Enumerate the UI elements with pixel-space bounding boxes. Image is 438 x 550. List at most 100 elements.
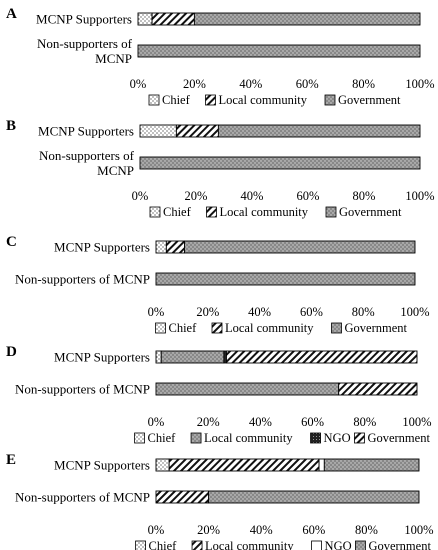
legend-label: Chief xyxy=(148,431,177,445)
legend-label: Government xyxy=(367,431,430,445)
legend-swatch-chief xyxy=(148,94,160,106)
legend-swatch-local-community xyxy=(205,94,216,106)
panel-label: B xyxy=(6,118,16,134)
legend-label: NGO xyxy=(325,539,352,550)
legend-swatch-ngo xyxy=(310,432,321,444)
bar-government-non-supporters xyxy=(338,382,418,396)
legend-label: Local community xyxy=(204,431,293,445)
category-label: Non-supporters of xyxy=(37,36,133,51)
legend: Chief Local community NGO Government xyxy=(134,431,430,445)
category-label: Non-supporters of MCNP xyxy=(15,272,150,287)
legend-label: Government xyxy=(368,539,431,550)
tick-label: 100% xyxy=(405,77,434,91)
tick-label: 20% xyxy=(197,415,220,429)
tick-label: 100% xyxy=(405,189,434,203)
legend-swatch-government xyxy=(325,206,337,218)
legend-label: Chief xyxy=(169,321,198,335)
legend-label: Local community xyxy=(220,205,309,219)
bar-local-community-supporters xyxy=(165,240,185,254)
tick-label: 20% xyxy=(183,77,206,91)
tick-label: 0% xyxy=(132,189,149,203)
bar-government-supporters xyxy=(323,458,420,472)
tick-label: 20% xyxy=(196,305,219,319)
tick-label: 0% xyxy=(148,305,165,319)
panel-d: D MCNP Supporters Non-supporters of MCNP 0%… xyxy=(6,344,432,445)
legend-swatch-local-community xyxy=(190,432,202,444)
bar-chief-supporters xyxy=(155,350,162,364)
category-label: MCNP Supporters xyxy=(38,124,134,139)
category-label: Non-supporters of MCNP xyxy=(15,382,150,397)
tick-label: 80% xyxy=(353,415,376,429)
legend-swatch-local-community xyxy=(206,206,217,218)
bar-chief-supporters xyxy=(139,124,177,138)
tick-label: 100% xyxy=(404,523,433,537)
category-label: MCNP xyxy=(97,163,134,178)
legend-label: Local community xyxy=(219,93,308,107)
legend-swatch-chief xyxy=(155,322,166,334)
tick-label: 40% xyxy=(248,305,271,319)
category-label: Non-supporters of xyxy=(39,148,135,163)
legend-swatch-local-community xyxy=(191,540,203,550)
tick-label: 60% xyxy=(297,189,320,203)
legend-swatch-government xyxy=(355,540,366,550)
legend: Chief Local community Government xyxy=(149,205,402,219)
bar-local-community-supporters xyxy=(175,124,219,138)
tick-label: 60% xyxy=(302,523,325,537)
panel-label: E xyxy=(6,452,16,468)
legend-swatch-chief xyxy=(149,206,161,218)
bar-government-non-supporters xyxy=(208,490,420,504)
tick-label: 20% xyxy=(197,523,220,537)
tick-label: 100% xyxy=(400,305,429,319)
legend-label: Government xyxy=(345,321,408,335)
category-label: MCNP Supporters xyxy=(36,12,132,27)
panel-label: D xyxy=(6,344,17,360)
legend-swatch-chief xyxy=(134,432,145,444)
category-label: MCNP Supporters xyxy=(54,240,150,255)
legend-label: Local community xyxy=(225,321,314,335)
tick-label: 80% xyxy=(353,189,376,203)
bar-government-supporters xyxy=(193,12,421,26)
legend-swatch-chief xyxy=(135,540,146,550)
tick-label: 40% xyxy=(249,415,272,429)
legend: Chief Local community Government xyxy=(155,321,408,335)
bar-government-supporters xyxy=(217,124,421,138)
legend-swatch-government xyxy=(324,94,336,106)
panel-e: E MCNP Supporters Non-supporters of MCNP 0%… xyxy=(6,452,434,550)
legend-label: Chief xyxy=(163,205,192,219)
tick-label: 0% xyxy=(130,77,147,91)
legend-label: Government xyxy=(338,93,401,107)
tick-label: 60% xyxy=(301,415,324,429)
legend-label: Government xyxy=(339,205,402,219)
tick-label: 80% xyxy=(355,523,378,537)
bar-local-community-non-supporters xyxy=(155,382,340,396)
tick-label: 40% xyxy=(239,77,262,91)
tick-label: 100% xyxy=(402,415,431,429)
category-label: MCNP Supporters xyxy=(54,458,150,473)
tick-label: 40% xyxy=(241,189,264,203)
panel-c: C MCNP Supporters Non-supporters of MCNP 0%… xyxy=(6,234,430,335)
bar-local-community-supporters xyxy=(160,350,225,364)
category-label: MCNP xyxy=(95,51,132,66)
bar-government-supporters xyxy=(226,350,418,364)
tick-label: 80% xyxy=(352,305,375,319)
legend-swatch-government xyxy=(331,322,342,334)
legend-label: Local community xyxy=(205,539,294,550)
tick-label: 20% xyxy=(185,189,208,203)
legend-swatch-local-community xyxy=(211,322,223,334)
tick-label: 40% xyxy=(250,523,273,537)
bar-ngo-supporters xyxy=(318,458,325,472)
legend-swatch-government xyxy=(354,432,365,444)
legend-label: NGO xyxy=(324,431,351,445)
bar-government-supporters xyxy=(184,240,416,254)
category-label: MCNP Supporters xyxy=(54,350,150,365)
legend: Chief Local community Government xyxy=(148,93,401,107)
legend-label: Chief xyxy=(162,93,191,107)
bar-chief-supporters xyxy=(137,12,153,26)
tick-label: 0% xyxy=(148,415,165,429)
legend: Chief Local community NGO Government xyxy=(135,539,431,550)
tick-label: 80% xyxy=(352,77,375,91)
bar-chief-supporters xyxy=(155,458,170,472)
panel-label: A xyxy=(6,6,17,22)
